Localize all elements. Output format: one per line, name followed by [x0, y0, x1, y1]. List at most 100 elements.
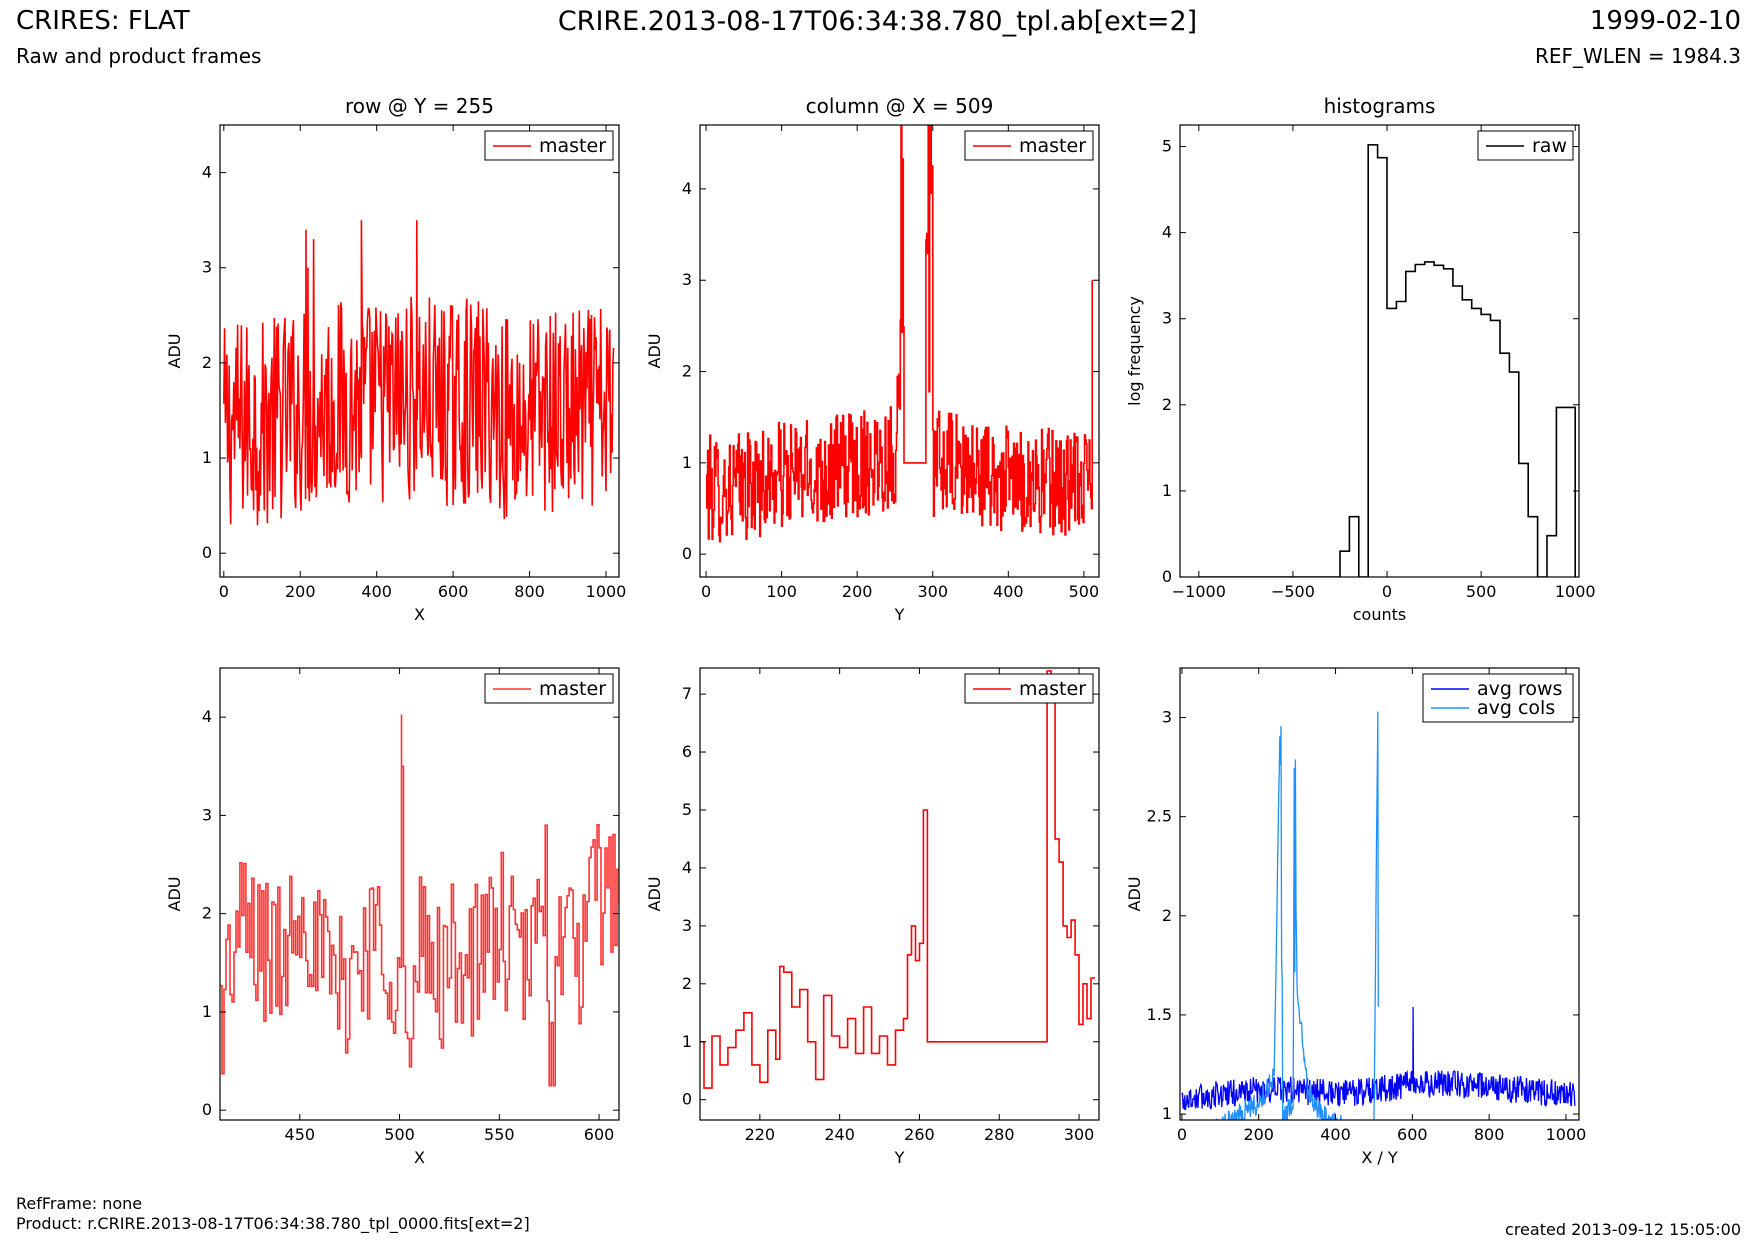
x-tick-label: 600 [438, 582, 469, 601]
plot-area [220, 714, 619, 1087]
plot-area [1198, 144, 1576, 577]
y-tick-label: 5 [1162, 137, 1172, 156]
x-tick-label: 200 [842, 582, 873, 601]
y-tick-label: 3 [1162, 309, 1172, 328]
y-tick-label: 3 [202, 805, 212, 824]
plot-title: column @ X = 509 [806, 94, 994, 118]
series-master [706, 125, 1093, 543]
ref-frame: RefFrame: none [16, 1194, 143, 1213]
x-tick-label: 0 [1177, 1125, 1187, 1144]
report-title: CRIRES: FLAT [16, 6, 190, 36]
x-tick-label: 400 [993, 582, 1024, 601]
legend-box [964, 130, 1094, 161]
legend: master [964, 130, 1094, 161]
plot-area [1181, 711, 1576, 1120]
legend-label: avg cols [1477, 697, 1555, 719]
y-tick-label: 2 [202, 904, 212, 923]
legend-label: raw [1532, 135, 1567, 157]
x-tick-label: 400 [361, 582, 392, 601]
x-tick-label: 280 [984, 1125, 1015, 1144]
legend: raw [1477, 130, 1574, 161]
legend-label: master [539, 678, 606, 700]
plot-area [223, 220, 615, 526]
y-tick-label: 1 [1162, 1104, 1172, 1123]
y-tick-label: 0 [682, 1090, 692, 1109]
x-tick-label: −1000 [1172, 582, 1226, 601]
y-tick-label: 0 [682, 544, 692, 563]
plot-title: histograms [1324, 94, 1436, 118]
plot-5: 220 240 260 280 300 0 1 2 3 4 5 6 7 Y ADU master [645, 667, 1100, 1167]
y-tick-label: 1.5 [1147, 1005, 1172, 1024]
axes-frame [219, 667, 620, 1121]
series-master [223, 220, 615, 526]
product-file: Product: r.CRIRE.2013-08-17T06:34:38.780… [16, 1214, 530, 1233]
x-tick-label: 600 [584, 1125, 615, 1144]
y-tick-label: 3 [1162, 708, 1172, 727]
y-tick-label: 4 [682, 179, 692, 198]
x-tick-label: 0 [1382, 582, 1392, 601]
x-tick-label: 1000 [1555, 582, 1596, 601]
x-tick-label: 0 [701, 582, 711, 601]
x-tick-label: 450 [285, 1125, 316, 1144]
legend-box [1422, 673, 1574, 723]
x-tick-label: 0 [219, 582, 229, 601]
y-axis-label: ADU [645, 334, 664, 369]
y-tick-label: 2 [1162, 395, 1172, 414]
series-master [700, 670, 1095, 1089]
ref-wlen: REF_WLEN = 1984.3 [1534, 44, 1741, 68]
x-tick-label: 240 [824, 1125, 855, 1144]
x-tick-label: 300 [1064, 1125, 1095, 1144]
x-tick-label: 400 [1320, 1125, 1351, 1144]
plot-1: 0 200 400 600 800 1000 0 1 2 3 4 row @ Y = 255 X ADU m… [165, 94, 626, 624]
x-axis-label: Y [894, 605, 905, 624]
observation-date: 1999-02-10 [1589, 6, 1741, 36]
x-tick-label: 260 [904, 1125, 935, 1144]
y-tick-label: 2 [682, 974, 692, 993]
plot-2: 0 100 200 300 400 500 0 1 2 3 4 column @ X = 509 Y AD… [645, 94, 1100, 624]
y-tick-label: 2.5 [1147, 807, 1172, 826]
legend-label: master [539, 135, 606, 157]
x-axis-label: counts [1353, 605, 1406, 624]
x-tick-label: 800 [1474, 1125, 1505, 1144]
y-tick-label: 3 [682, 916, 692, 935]
x-tick-label: 500 [1466, 582, 1497, 601]
plot-area [706, 125, 1093, 543]
y-axis-label: log frequency [1125, 296, 1144, 406]
plot-area [700, 670, 1095, 1089]
x-tick-label: 500 [1069, 582, 1100, 601]
y-tick-label: 7 [682, 684, 692, 703]
axes-frame [1179, 667, 1580, 1121]
y-tick-label: 4 [1162, 223, 1172, 242]
y-axis-label: ADU [165, 334, 184, 369]
x-tick-label: −500 [1271, 582, 1315, 601]
y-tick-label: 1 [682, 453, 692, 472]
y-tick-label: 4 [682, 858, 692, 877]
series-avg-rows [1181, 1006, 1576, 1111]
series-master [220, 714, 619, 1087]
legend: master [964, 673, 1094, 704]
x-axis-label: X [414, 605, 425, 624]
legend: master [484, 130, 614, 161]
y-tick-label: 3 [202, 258, 212, 277]
x-tick-label: 800 [514, 582, 545, 601]
x-tick-label: 1000 [586, 582, 627, 601]
plot-6: 0 200 400 600 800 1000 1 1.5 2 2.5 3 X / Y ADU avg ro… [1125, 667, 1586, 1167]
y-axis-label: ADU [1125, 877, 1144, 912]
x-tick-label: 200 [1243, 1125, 1274, 1144]
series-avg-cols [1215, 711, 1379, 1120]
legend: master [484, 673, 614, 704]
axes-frame [699, 124, 1100, 578]
x-tick-label: 100 [766, 582, 797, 601]
y-tick-label: 1 [1162, 481, 1172, 500]
y-axis-label: ADU [165, 877, 184, 912]
y-tick-label: 4 [202, 163, 212, 182]
legend-label: avg rows [1477, 678, 1562, 700]
x-tick-label: 300 [917, 582, 948, 601]
plot-4: 450 500 550 600 0 1 2 3 4 X ADU master [165, 667, 620, 1167]
y-tick-label: 1 [202, 448, 212, 467]
y-tick-label: 0 [202, 1100, 212, 1119]
y-tick-label: 2 [1162, 906, 1172, 925]
y-tick-label: 0 [1162, 567, 1172, 586]
plot-title: row @ Y = 255 [345, 94, 494, 118]
